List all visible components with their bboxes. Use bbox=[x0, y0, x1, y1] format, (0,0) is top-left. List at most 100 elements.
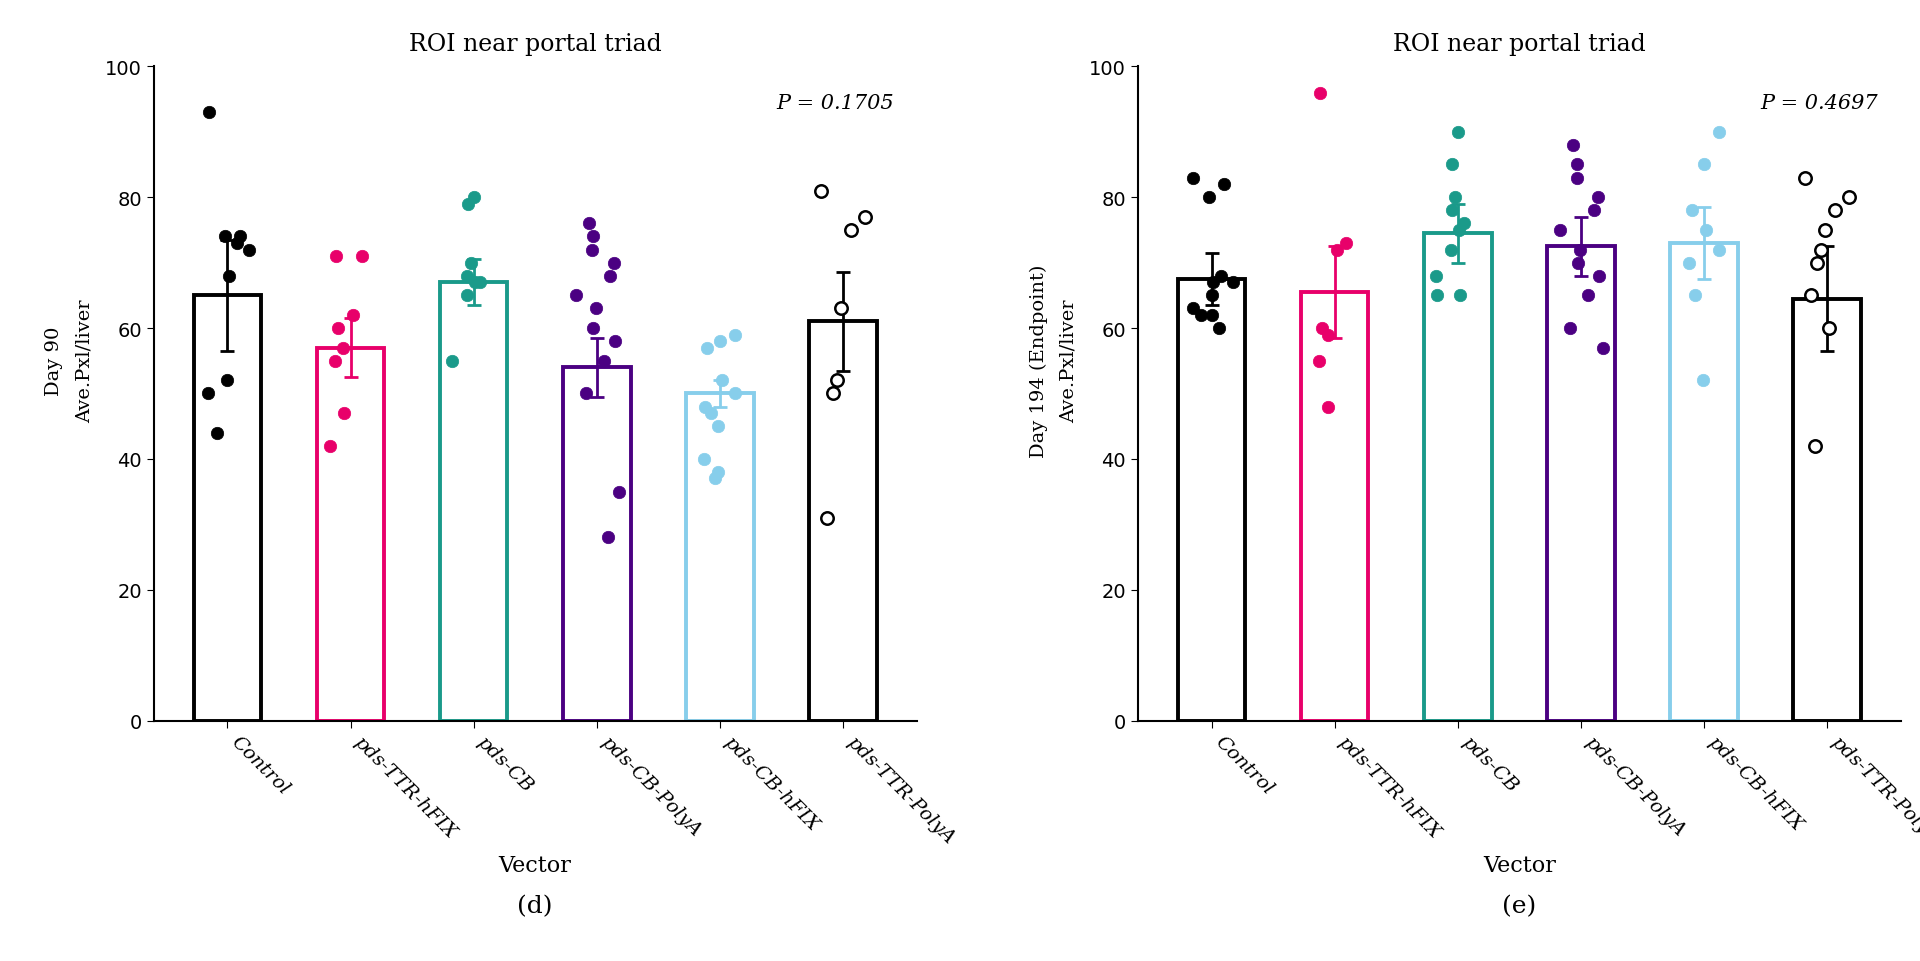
Text: Day 194 (Endpoint): Day 194 (Endpoint) bbox=[1029, 264, 1048, 458]
Point bbox=[321, 249, 351, 264]
Point bbox=[1557, 138, 1588, 154]
Point bbox=[578, 230, 609, 245]
Point bbox=[1705, 125, 1736, 140]
Text: P = 0.4697: P = 0.4697 bbox=[1761, 93, 1878, 112]
Point bbox=[1563, 256, 1594, 271]
Point bbox=[703, 465, 733, 480]
Point bbox=[1331, 236, 1361, 252]
Point bbox=[1440, 190, 1471, 206]
Bar bbox=[1300, 293, 1369, 721]
Point bbox=[707, 373, 737, 388]
Point bbox=[578, 321, 609, 336]
Point bbox=[1323, 242, 1354, 258]
X-axis label: Vector: Vector bbox=[1482, 854, 1555, 875]
Point bbox=[1177, 171, 1208, 186]
Point bbox=[1436, 158, 1467, 173]
Point bbox=[603, 484, 634, 500]
Point bbox=[1555, 321, 1586, 336]
Point bbox=[1196, 308, 1227, 323]
Point bbox=[1444, 288, 1475, 304]
Point bbox=[1572, 288, 1603, 304]
Point bbox=[599, 334, 630, 350]
Bar bbox=[563, 368, 630, 721]
Point bbox=[1187, 308, 1217, 323]
Point bbox=[1208, 177, 1238, 192]
Bar bbox=[1425, 234, 1492, 721]
Point bbox=[1206, 269, 1236, 284]
Point bbox=[194, 106, 225, 121]
Point bbox=[232, 242, 263, 258]
Point bbox=[1544, 223, 1574, 238]
Point bbox=[1814, 321, 1845, 336]
Point bbox=[720, 328, 751, 343]
Point bbox=[1807, 242, 1837, 258]
Point bbox=[1304, 86, 1334, 101]
Point bbox=[194, 386, 225, 402]
Bar bbox=[1793, 299, 1860, 721]
Point bbox=[1703, 242, 1734, 258]
Point bbox=[346, 249, 376, 264]
Point bbox=[703, 419, 733, 434]
Point bbox=[459, 190, 490, 206]
Point bbox=[588, 354, 618, 369]
Title: ROI near portal triad: ROI near portal triad bbox=[409, 33, 662, 56]
Point bbox=[1198, 275, 1229, 290]
Point bbox=[1799, 438, 1830, 454]
Point bbox=[1177, 302, 1208, 317]
Point bbox=[1313, 400, 1344, 415]
Bar bbox=[685, 394, 755, 721]
Bar bbox=[440, 283, 507, 721]
Point bbox=[574, 216, 605, 232]
Bar bbox=[1548, 247, 1615, 721]
Text: P = 0.1705: P = 0.1705 bbox=[776, 93, 895, 112]
Point bbox=[1588, 340, 1619, 356]
Point bbox=[599, 256, 630, 271]
Point bbox=[323, 321, 353, 336]
Point bbox=[328, 406, 359, 421]
Point bbox=[1196, 288, 1227, 304]
Point bbox=[570, 386, 601, 402]
Point bbox=[1308, 321, 1338, 336]
Point bbox=[720, 386, 751, 402]
Bar bbox=[808, 322, 877, 721]
Text: Day 90: Day 90 bbox=[46, 327, 63, 396]
Point bbox=[1204, 321, 1235, 336]
Point bbox=[461, 275, 492, 290]
Point bbox=[1436, 204, 1467, 219]
Point bbox=[1680, 288, 1711, 304]
Point bbox=[1795, 288, 1826, 304]
Point bbox=[1578, 204, 1609, 219]
Point bbox=[818, 386, 849, 402]
Point bbox=[455, 256, 486, 271]
Point bbox=[701, 471, 732, 486]
Point bbox=[1304, 354, 1334, 369]
Point bbox=[689, 452, 720, 467]
Text: Ave.Pxl/liver: Ave.Pxl/liver bbox=[1060, 300, 1077, 423]
Point bbox=[1442, 125, 1473, 140]
Point bbox=[582, 302, 612, 317]
Point bbox=[1584, 269, 1615, 284]
Point bbox=[1820, 204, 1851, 219]
Point bbox=[1789, 171, 1820, 186]
Text: (d): (d) bbox=[516, 894, 553, 917]
Point bbox=[1444, 223, 1475, 238]
Point bbox=[1421, 288, 1452, 304]
Point bbox=[1421, 269, 1452, 284]
Point bbox=[451, 269, 482, 284]
Point bbox=[315, 438, 346, 454]
Text: (e): (e) bbox=[1501, 894, 1536, 917]
Point bbox=[1217, 275, 1248, 290]
Point bbox=[691, 340, 722, 356]
Point bbox=[561, 288, 591, 304]
Point bbox=[826, 302, 856, 317]
Point bbox=[211, 373, 242, 388]
Point bbox=[822, 373, 852, 388]
Point bbox=[223, 236, 253, 252]
Point bbox=[849, 209, 879, 225]
Point bbox=[593, 530, 624, 546]
Text: Ave.Pxl/liver: Ave.Pxl/liver bbox=[77, 300, 94, 423]
Point bbox=[453, 197, 484, 212]
Bar bbox=[194, 296, 261, 721]
Point bbox=[578, 242, 609, 258]
Point bbox=[806, 184, 837, 199]
